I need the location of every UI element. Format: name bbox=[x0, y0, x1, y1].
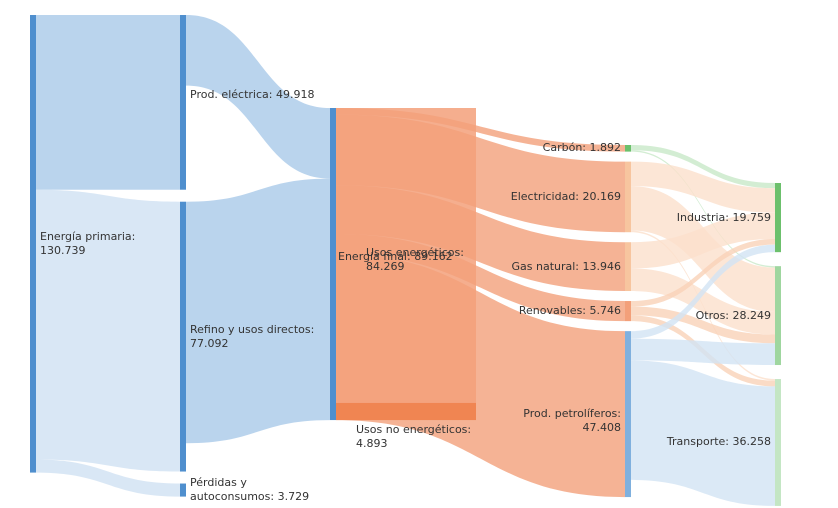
node bbox=[30, 15, 36, 473]
node-label: Gas natural: 13.946 bbox=[511, 259, 621, 273]
flow bbox=[186, 178, 330, 444]
flow bbox=[336, 108, 625, 152]
node bbox=[180, 15, 186, 190]
node bbox=[775, 183, 781, 253]
flow bbox=[631, 338, 775, 366]
flow bbox=[36, 189, 180, 472]
node bbox=[625, 242, 631, 292]
node bbox=[775, 266, 781, 366]
flow bbox=[36, 459, 180, 497]
flow bbox=[631, 212, 775, 269]
node-label: Electricidad: 20.169 bbox=[510, 189, 621, 203]
node-label: Energía primaria: 130.739 bbox=[40, 229, 136, 257]
node-label: Energía final: 89.162 bbox=[338, 250, 453, 264]
part-label: Usos energéticos: 84.269 bbox=[366, 246, 464, 273]
part-label: Usos no energéticos: 4.893 bbox=[356, 422, 472, 450]
node bbox=[625, 145, 631, 152]
node-label: Prod. petrolíferos: 47.408 bbox=[523, 407, 621, 435]
node-label: Refino y usos directos: 77.092 bbox=[190, 322, 315, 350]
flow bbox=[631, 239, 775, 307]
flow bbox=[631, 145, 775, 189]
flow bbox=[631, 244, 775, 339]
flow bbox=[36, 15, 180, 190]
flow bbox=[631, 268, 775, 335]
flow bbox=[186, 15, 330, 179]
node bbox=[180, 483, 186, 497]
node-label: Transporte: 36.258 bbox=[666, 435, 771, 449]
node bbox=[625, 331, 631, 498]
flow bbox=[631, 150, 775, 268]
node-label: Carbón: 1.892 bbox=[542, 141, 621, 155]
flow bbox=[631, 360, 775, 506]
node-label: Prod. eléctrica: 49.918 bbox=[190, 88, 315, 102]
node bbox=[625, 301, 631, 322]
node-label: Pérdidas y autoconsumos: 3.729 bbox=[190, 476, 310, 504]
node-label: Otros: 28.249 bbox=[695, 308, 771, 322]
node bbox=[625, 161, 631, 233]
node-label: Renovables: 5.746 bbox=[518, 304, 621, 318]
node bbox=[775, 379, 781, 506]
node-label: Industria: 19.759 bbox=[676, 210, 771, 224]
node-part bbox=[336, 108, 476, 403]
node-part bbox=[336, 402, 476, 421]
flow bbox=[631, 161, 775, 213]
node bbox=[330, 108, 336, 421]
node bbox=[180, 201, 186, 472]
flow bbox=[631, 306, 775, 344]
